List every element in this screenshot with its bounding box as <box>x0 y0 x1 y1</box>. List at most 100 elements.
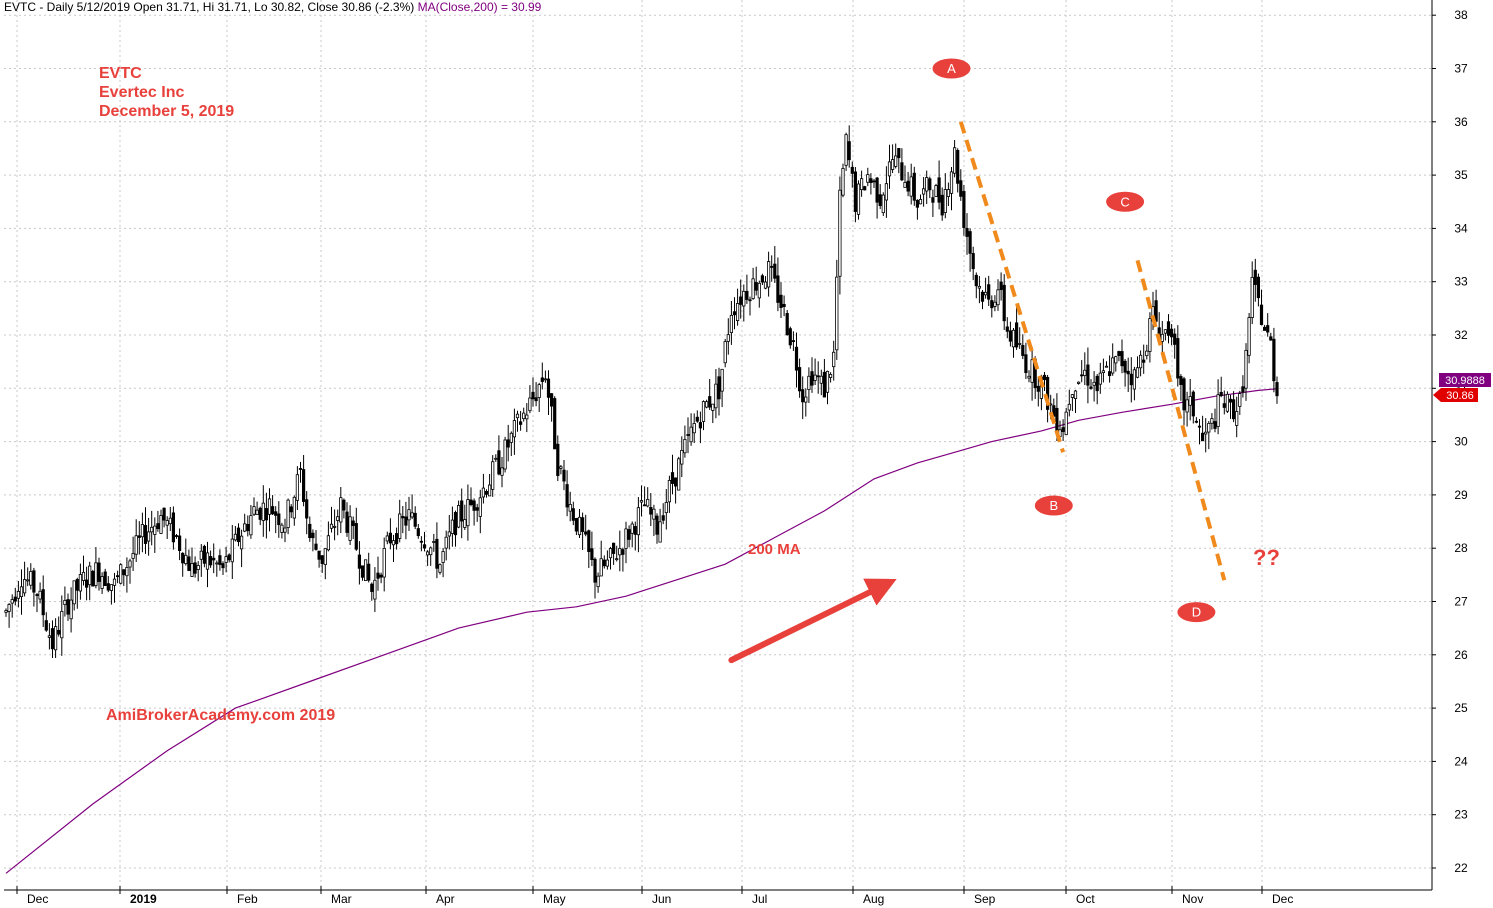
candle-body <box>577 516 582 536</box>
candle-body <box>109 584 113 591</box>
candle-body <box>168 517 172 525</box>
candle-body <box>156 523 160 530</box>
candle-body <box>339 497 343 523</box>
trend-line <box>1135 259 1227 581</box>
candle-body <box>1244 349 1248 389</box>
candle-body <box>494 457 498 460</box>
candle-body <box>425 551 430 556</box>
candle-body <box>1089 386 1093 389</box>
candle-body <box>522 412 526 420</box>
candle-body <box>379 574 383 578</box>
candle-body <box>323 548 327 565</box>
candle-body <box>453 512 458 536</box>
candle-body <box>205 552 210 570</box>
candle-body <box>1108 371 1112 377</box>
candle-body <box>962 191 966 228</box>
candle-body <box>1210 418 1214 424</box>
candle-body <box>140 524 144 538</box>
ma-price-tag <box>1439 373 1491 387</box>
ma200-line <box>5 388 1278 874</box>
candle-body <box>401 516 405 519</box>
candle-body <box>1120 351 1124 367</box>
price-tags: 30.9888 30.86 <box>1433 373 1491 402</box>
candle-body <box>980 291 985 302</box>
y-tick-label: 36 <box>1454 115 1468 129</box>
candle-body <box>940 194 944 216</box>
x-tick-label: Nov <box>1182 892 1203 906</box>
candle-body <box>295 474 300 501</box>
candle-body <box>670 472 675 484</box>
candle-body <box>289 506 293 513</box>
candle-body <box>748 299 752 302</box>
point-label-pill <box>1177 602 1216 623</box>
candle-body <box>47 635 52 638</box>
candle-body <box>543 378 548 381</box>
candle-body <box>360 565 365 578</box>
candle-body <box>869 178 873 184</box>
candle-body <box>915 200 920 208</box>
candle-body <box>165 520 169 526</box>
x-tick-label: May <box>543 892 566 906</box>
candle-body <box>438 564 442 573</box>
candle-body <box>119 564 123 584</box>
candle-body <box>1061 427 1065 432</box>
candle-body <box>332 525 337 528</box>
candle-body <box>283 527 287 533</box>
candle-body <box>224 556 228 563</box>
candle-body <box>714 383 718 409</box>
candle-body <box>717 376 721 400</box>
y-tick-label: 26 <box>1454 648 1468 662</box>
candle-body <box>918 199 923 205</box>
candle-body <box>866 174 870 183</box>
candle-body <box>35 594 39 596</box>
candle-body <box>760 275 765 283</box>
candle-body <box>1042 374 1047 381</box>
candle-body <box>233 533 237 541</box>
candle-body <box>125 567 129 577</box>
candle-body <box>1064 411 1068 436</box>
candle-body <box>627 529 631 540</box>
candle-body <box>1114 356 1118 364</box>
candle-body <box>1132 369 1136 390</box>
candle-body <box>736 303 740 322</box>
candle-body <box>621 549 625 555</box>
candle-body <box>674 477 678 487</box>
candle-body <box>1129 373 1133 386</box>
candle-body <box>190 563 194 577</box>
candle-body <box>267 498 272 515</box>
candle-body <box>481 487 486 498</box>
candle-body <box>122 569 126 576</box>
candle-body <box>500 467 504 476</box>
candle-body <box>1163 329 1167 334</box>
y-tick-label: 30 <box>1454 435 1468 449</box>
candle-body <box>894 155 898 167</box>
candle-body <box>1092 381 1096 386</box>
candle-body <box>407 509 411 521</box>
candle-body <box>422 544 427 549</box>
candle-body <box>246 524 250 532</box>
candle-body <box>103 571 107 586</box>
candle-body <box>1021 345 1025 356</box>
candle-body <box>677 458 681 491</box>
candle-body <box>150 526 154 533</box>
candle-body <box>515 413 520 419</box>
candle-body <box>376 572 380 579</box>
candle-body <box>354 523 358 550</box>
candle-body <box>1188 396 1192 406</box>
candle-body <box>97 562 101 582</box>
candle-body <box>1024 354 1028 374</box>
candle-body <box>81 571 86 581</box>
candle-body <box>602 559 606 567</box>
candle-body <box>751 278 755 299</box>
candle-body <box>807 375 811 390</box>
company-label: Evertec Inc <box>99 84 185 101</box>
candle-body <box>1027 375 1031 379</box>
candle-body <box>1166 321 1171 336</box>
candle-body <box>484 491 489 495</box>
candle-body <box>810 371 814 386</box>
candle-body <box>884 183 889 201</box>
candle-body <box>726 334 730 342</box>
candle-body <box>491 461 495 490</box>
candle-body <box>1241 386 1245 393</box>
candle-body <box>264 508 269 521</box>
